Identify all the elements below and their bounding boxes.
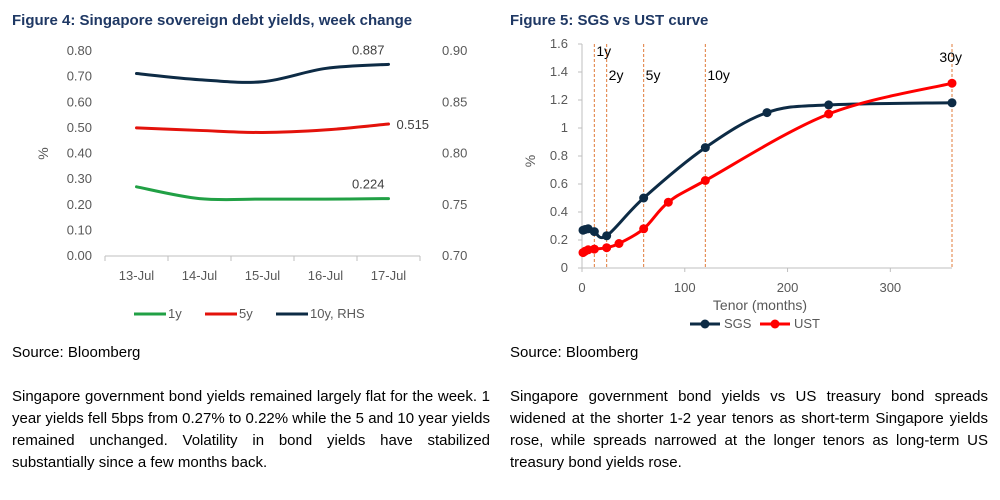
data-point-sgs — [762, 108, 772, 118]
data-point-ust — [700, 176, 710, 185]
legend-label: 1y — [168, 306, 182, 321]
x-tick-label: 17-Jul — [371, 268, 407, 283]
x-axis-label: Tenor (months) — [713, 297, 807, 313]
series-line-1y — [135, 185, 390, 202]
y-tick-label: 0.4 — [550, 204, 568, 219]
figure4-chart: 13-Jul 14-Jul 15-Jul 16-Jul 17-Jul 0.00 0.10 0.… — [35, 42, 467, 321]
y-tick-label: 0.10 — [67, 222, 92, 237]
y-tick-label: 1 — [561, 120, 568, 135]
series-line-5y — [135, 122, 390, 134]
reference-label-30y: 30y — [939, 49, 962, 65]
series-line-10y-rhs — [135, 62, 390, 84]
y2-tick-label: 0.75 — [442, 197, 467, 212]
y2-tick-label: 0.80 — [442, 146, 467, 161]
y-tick-label: 0.2 — [550, 232, 568, 247]
legend-label: SGS — [724, 316, 752, 331]
data-point-ust — [602, 243, 612, 253]
data-label-1y: 0.224 — [352, 177, 385, 192]
reference-label-10y: 10y — [707, 67, 730, 83]
x-tick-label: 16-Jul — [308, 268, 344, 283]
data-label-5y: 0.515 — [397, 117, 430, 132]
figure5-commentary: Singapore government bond yields vs US t… — [510, 388, 988, 471]
y2-tick-label: 0.85 — [442, 94, 467, 109]
x-tick-label: 13-Jul — [119, 268, 155, 283]
x-tick-label: 200 — [777, 280, 799, 295]
data-label-10y-rhs: 0.887 — [352, 42, 385, 57]
data-point-sgs — [700, 143, 710, 153]
figure5-source: Source: Bloomberg — [510, 344, 639, 361]
y-tick-label: 0.30 — [67, 171, 92, 186]
y-tick-label: 1.4 — [550, 64, 568, 79]
x-tick-label: 300 — [879, 280, 901, 295]
series-line-sgs — [582, 101, 953, 240]
y-tick-label: 0.20 — [67, 197, 92, 212]
y-tick-label: 1.2 — [550, 92, 568, 107]
legend-label: UST — [794, 316, 820, 331]
y-tick-label: 0.6 — [550, 176, 568, 191]
y-tick-label: 1.6 — [550, 36, 568, 51]
charts-canvas: 13-Jul 14-Jul 15-Jul 16-Jul 17-Jul 0.00 0.10 0.… — [35, 36, 962, 331]
y-tick-label: 0.70 — [67, 69, 92, 84]
figure4-title: Figure 4: Singapore sovereign debt yield… — [12, 12, 413, 29]
data-point-ust — [639, 224, 649, 234]
x-tick-label: 100 — [674, 280, 696, 295]
reference-label-5y: 5y — [646, 67, 661, 83]
data-point-ust — [589, 244, 599, 254]
x-tick-label: 15-Jul — [245, 268, 281, 283]
figure4-source: Source: Bloomberg — [12, 344, 141, 361]
data-point-ust — [614, 239, 624, 248]
y-axis-label: % — [522, 155, 538, 167]
legend-marker — [700, 319, 710, 329]
y2-tick-label: 0.90 — [442, 43, 467, 58]
y-tick-label: 0.80 — [67, 43, 92, 58]
y-tick-label: 0.40 — [67, 146, 92, 161]
figure5-chart: 0 0.2 0.4 0.6 0.8 1 1.2 1.4 1.6 0 100 200 300 Tenor (… — [522, 36, 962, 331]
figure4-commentary: Singapore government bond yields remaine… — [12, 388, 490, 471]
y-tick-label: 0.60 — [67, 94, 92, 109]
data-point-ust — [663, 197, 673, 207]
y-tick-label: 0.00 — [67, 248, 92, 263]
data-point-ust — [947, 78, 957, 88]
data-point-sgs — [947, 98, 957, 108]
y-axis-label: % — [35, 147, 51, 159]
y2-tick-label: 0.70 — [442, 248, 467, 263]
data-point-sgs — [639, 193, 649, 203]
y-tick-label: 0 — [561, 260, 568, 275]
data-point-ust — [824, 109, 834, 119]
x-tick-label: 0 — [578, 280, 585, 295]
reference-label-1y: 1y — [596, 43, 611, 59]
x-tick-label: 14-Jul — [182, 268, 218, 283]
legend-marker — [770, 319, 780, 329]
data-point-sgs — [602, 231, 612, 241]
legend-label: 5y — [239, 306, 253, 321]
reference-label-2y: 2y — [609, 67, 624, 83]
data-point-sgs — [589, 227, 599, 237]
y-tick-label: 0.50 — [67, 120, 92, 135]
data-point-sgs — [824, 100, 834, 110]
legend-label: 10y, RHS — [310, 306, 365, 321]
figure5-title: Figure 5: SGS vs UST curve — [510, 12, 709, 29]
y-tick-label: 0.8 — [550, 148, 568, 163]
